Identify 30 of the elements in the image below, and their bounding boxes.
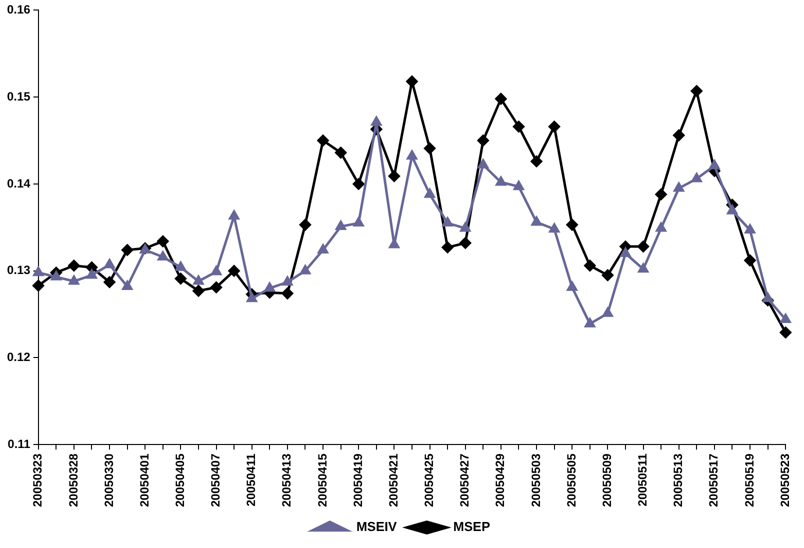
x-tick-label: 20050405 — [173, 453, 187, 507]
x-tick-label: 20050511 — [636, 453, 650, 506]
x-tick-label: 20050413 — [280, 453, 294, 507]
legend-label: MSEIV — [356, 519, 398, 534]
y-tick-label: 0.15 — [6, 89, 31, 104]
x-tick-label: 20050425 — [422, 453, 436, 507]
x-tick-label: 20050330 — [102, 453, 116, 507]
y-tick-label: 0.12 — [6, 350, 31, 364]
x-tick-label: 20050407 — [208, 453, 223, 507]
x-tick-label: 20050523 — [778, 453, 792, 507]
x-tick-label: 20050411 — [244, 453, 258, 506]
x-tick-label: 20050415 — [315, 453, 330, 507]
y-tick-label: 0.16 — [6, 2, 31, 17]
x-tick-label: 20050513 — [671, 453, 686, 507]
x-tick-label: 20050429 — [493, 453, 508, 507]
x-tick-label: 20050427 — [458, 453, 472, 507]
x-tick-label: 20050401 — [137, 453, 152, 507]
x-tick-label: 20050328 — [66, 453, 80, 507]
x-tick-label: 20050421 — [386, 453, 400, 507]
x-tick-label: 20050519 — [742, 453, 756, 507]
x-tick-label: 20050503 — [528, 453, 543, 507]
x-tick-label: 20050505 — [564, 453, 578, 507]
y-tick-label: 0.11 — [8, 436, 31, 451]
legend-label: MSEP — [453, 519, 490, 534]
x-tick-label: 20050419 — [350, 453, 365, 507]
x-tick-label: 20050517 — [706, 453, 721, 507]
y-tick-label: 0.14 — [6, 176, 31, 190]
x-tick-label: 20050323 — [30, 453, 45, 507]
x-tick-label: 20050509 — [600, 453, 614, 507]
y-tick-label: 0.13 — [6, 263, 31, 278]
